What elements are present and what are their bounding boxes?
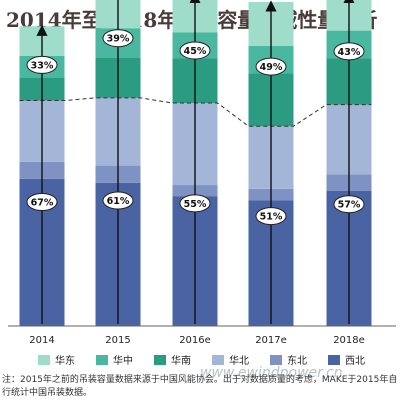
upper-share-label-2016e: 45% [179,41,211,60]
legend-item-华北: 华北 [212,354,249,367]
svg-text:东北: 东北 [287,354,307,367]
x-tick-label: 2016e [179,335,211,346]
watermark: www.ewindpower.cn [200,365,343,381]
svg-text:57%: 57% [338,200,361,211]
upper-share-label-2018e: 43% [333,42,365,61]
svg-text:华南: 华南 [171,354,191,367]
legend-item-西北: 西北 [328,355,365,367]
lower-share-label-2017e: 51% [255,207,287,226]
svg-text:39%: 39% [107,34,130,45]
svg-text:49%: 49% [260,62,283,73]
x-tick-label: 2015 [105,335,130,346]
svg-text:华北: 华北 [229,354,249,367]
x-tick-label: 2017e [255,335,287,346]
upper-share-label-2017e: 49% [255,57,287,76]
svg-text:43%: 43% [338,47,361,58]
x-tick-label: 2014 [29,335,54,346]
svg-text:华中: 华中 [113,354,133,367]
lower-share-label-2018e: 57% [333,195,365,214]
lower-share-label-2015: 61% [102,191,134,210]
svg-text:51%: 51% [260,212,283,223]
legend-item-华中: 华中 [96,354,133,367]
legend-item-东北: 东北 [270,354,307,367]
upper-share-label-2015: 39% [102,29,134,48]
upper-share-label-2014: 33% [26,55,58,74]
legend-item-华南: 华南 [154,354,191,367]
svg-text:45%: 45% [184,46,207,57]
legend-item-华东: 华东 [38,354,75,367]
svg-text:华东: 华东 [55,354,75,367]
svg-text:33%: 33% [31,60,54,71]
x-tick-label: 2018e [333,335,365,346]
svg-text:61%: 61% [107,196,130,207]
svg-text:西北: 西北 [345,355,365,367]
svg-text:67%: 67% [31,198,54,209]
footnote: 注：2015年之前的吊装容量数据来源于中国风能协会。出于对数据质量的考虑，MAK… [2,375,398,398]
svg-text:55%: 55% [184,199,207,210]
lower-share-label-2016e: 55% [179,194,211,213]
lower-share-label-2014: 67% [26,193,58,212]
